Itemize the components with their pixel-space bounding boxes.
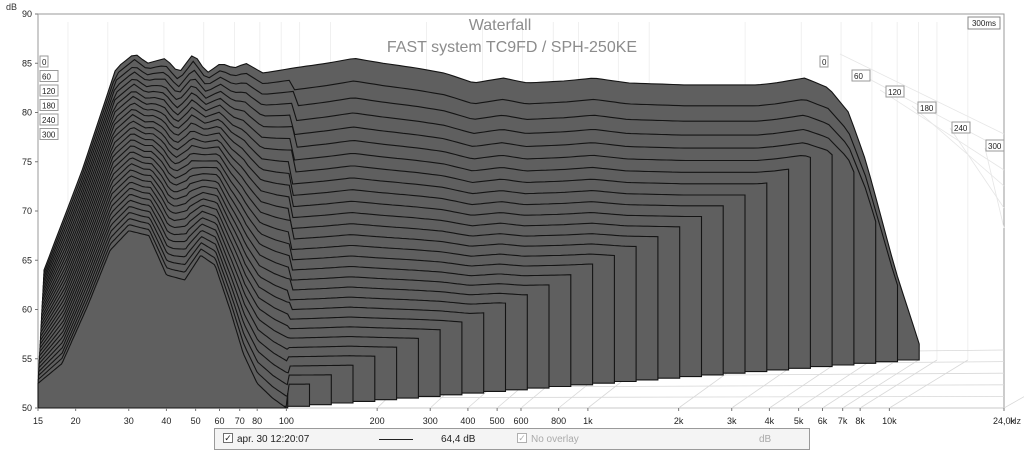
time-tick-box-right	[951, 121, 971, 134]
floor-gridline	[798, 359, 873, 409]
x-tick-label: 300	[423, 416, 438, 426]
x-tick-label: 7k	[838, 416, 848, 426]
axes: 50 55 60 65 70 75 80 85 90 15 20 30 40 50 60 70 80 100 200…	[22, 9, 1016, 426]
side-wall-line	[984, 147, 1005, 229]
floor-gridline	[859, 359, 938, 409]
chart-title: Waterfall	[469, 17, 532, 34]
time-tick-box-left	[39, 128, 59, 140]
time-tick-box-left	[39, 70, 59, 82]
x-tick-label: 24,0k	[993, 416, 1016, 426]
time-tick-box-left	[39, 99, 59, 111]
floor-gridline	[842, 359, 919, 409]
y-tick-label: 55	[22, 354, 32, 364]
y-tick-label: 70	[22, 206, 32, 216]
x-tick-label: 8k	[855, 416, 865, 426]
x-unit-label: Hz	[1010, 416, 1021, 426]
floor-gridline	[769, 359, 842, 409]
time-tick-label-right: 0	[822, 58, 827, 67]
time-tick-box-right	[819, 55, 829, 68]
time-tick-box-left	[39, 113, 59, 126]
overlay-checkbox[interactable]: ✓	[517, 433, 527, 443]
y-tick-label: 80	[22, 108, 32, 118]
time-tick-box-right	[851, 69, 871, 82]
y-tick-label: 50	[22, 403, 32, 413]
side-wall-line	[911, 105, 1005, 187]
x-tick-label: 400	[460, 416, 475, 426]
side-wall-line	[949, 127, 1005, 209]
y-tick-label: 65	[22, 255, 32, 265]
overlay-label: No overlay	[531, 434, 579, 445]
x-tick-label: 15	[33, 416, 43, 426]
time-tick-box-right	[917, 101, 937, 114]
y-tick-label: 75	[22, 157, 32, 167]
side-wall-line	[879, 89, 1005, 171]
time-tick-label-left: 300	[42, 131, 56, 140]
x-tick-label: 1k	[583, 416, 593, 426]
time-tick-box-right	[985, 139, 1005, 152]
measurement-checkbox[interactable]: ✓	[223, 433, 233, 443]
waterfall-slices	[37, 54, 920, 409]
time-tick-label-right: 120	[888, 88, 902, 97]
x-tick-label: 40	[161, 416, 171, 426]
time-tick-label-right: 60	[854, 72, 863, 81]
x-tick-label: 600	[513, 416, 528, 426]
x-tick-label: 3k	[727, 416, 737, 426]
side-wall-line	[839, 53, 1005, 135]
time-max-label: 300ms	[972, 19, 996, 28]
y-tick-label: 60	[22, 305, 32, 315]
x-tick-label: 20	[71, 416, 81, 426]
x-tick-label: 4k	[765, 416, 775, 426]
time-tick-label-left: 180	[42, 102, 56, 111]
x-tick-label: 30	[124, 416, 134, 426]
time-tick-label-left: 120	[42, 87, 56, 96]
x-tick-label: 200	[370, 416, 385, 426]
time-tick-box-left	[39, 84, 59, 97]
x-tick-label: 5k	[794, 416, 804, 426]
series-line-swatch	[379, 439, 413, 440]
time-tick-label-right: 180	[920, 104, 934, 113]
floor-gridline	[889, 359, 969, 409]
x-tick-label: 2k	[674, 416, 684, 426]
time-tick-box-left	[39, 55, 49, 68]
y-tick-label: 90	[22, 9, 32, 19]
x-tick-label: 500	[490, 416, 505, 426]
chart-subtitle: FAST system TC9FD / SPH-250KE	[387, 39, 637, 56]
time-max-box	[967, 16, 1001, 30]
waterfall-plot: 50 55 60 65 70 75 80 85 90 15 20 30 40 50 60 70 80 100 200…	[6, 2, 1024, 426]
time-tick-label-right: 300	[988, 142, 1002, 151]
y-axis-label: dB	[6, 2, 17, 12]
floor-gridline	[1003, 396, 1024, 409]
y-tick-label: 85	[22, 58, 32, 68]
measurement-date: apr. 30 12:20:07	[237, 434, 310, 445]
floor-gridline	[822, 359, 898, 409]
x-tick-label: 60	[215, 416, 225, 426]
time-tick-label-left: 60	[42, 73, 51, 82]
time-tick-label-left: 0	[42, 58, 47, 67]
x-tick-label: 80	[252, 416, 262, 426]
time-tick-label-left: 240	[42, 116, 56, 125]
x-tick-label: 50	[191, 416, 201, 426]
measurement-value: 64,4 dB	[441, 434, 476, 445]
x-tick-label: 70	[235, 416, 245, 426]
time-tick-label-right: 240	[954, 124, 968, 133]
overlay-unit: dB	[759, 434, 772, 445]
legend-bar: ✓ apr. 30 12:20:07 64,4 dB ✓ No overlay …	[214, 428, 810, 450]
x-tick-label: 10k	[882, 416, 897, 426]
time-tick-box-right	[885, 85, 905, 98]
x-tick-label: 6k	[818, 416, 828, 426]
x-tick-label: 800	[551, 416, 566, 426]
waterfall-slice	[37, 230, 289, 409]
x-tick-label: 100	[279, 416, 294, 426]
